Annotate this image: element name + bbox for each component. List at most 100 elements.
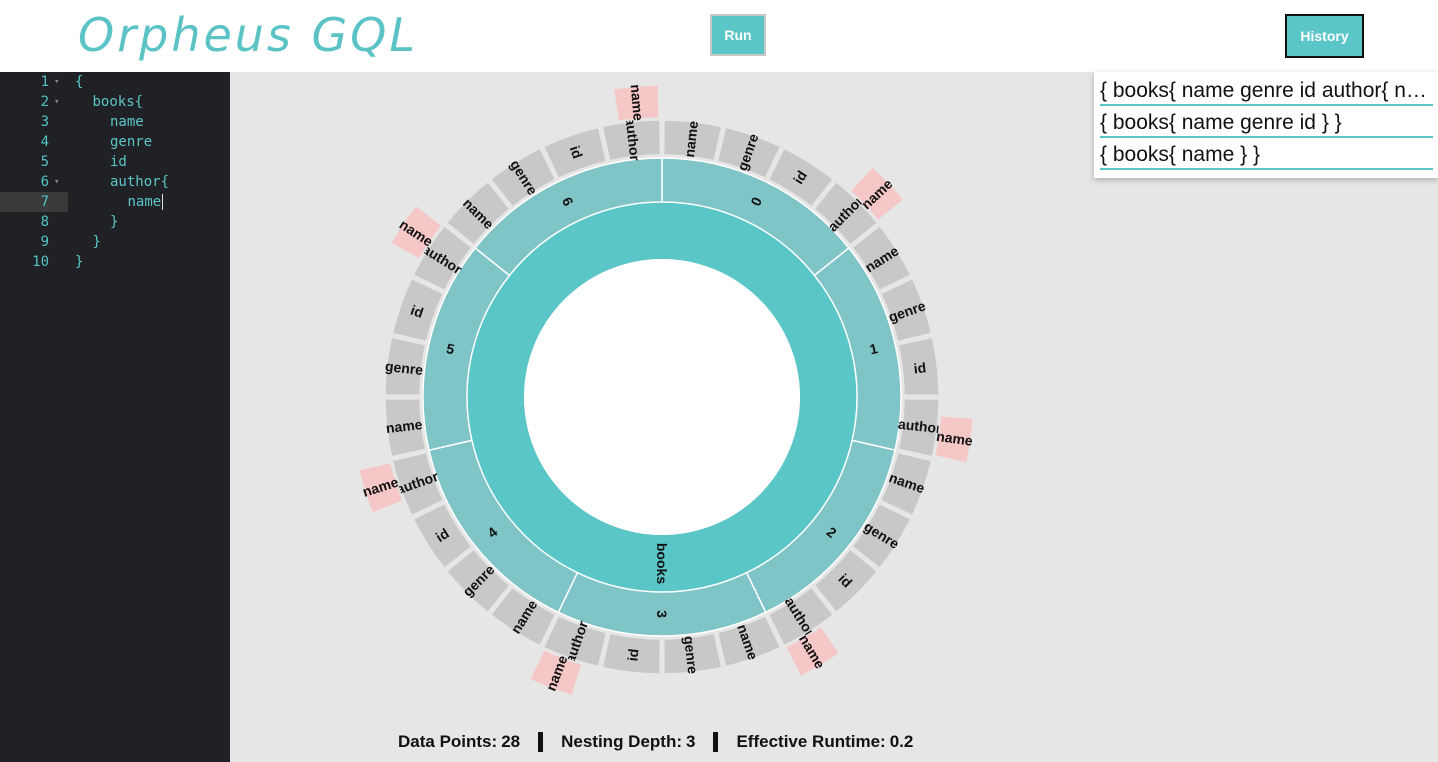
sunburst-field-arc[interactable] xyxy=(767,147,835,208)
sunburst-field-label: id xyxy=(567,144,586,161)
sunburst-field-arc[interactable] xyxy=(412,502,473,570)
editor-line[interactable]: 9} xyxy=(0,232,230,252)
editor-line[interactable]: 2 ▾ books{ xyxy=(0,92,230,112)
data-points-label: Data Points: xyxy=(398,732,498,751)
sunburst-field-arc[interactable] xyxy=(384,397,427,458)
sunburst-root-label: books xyxy=(654,543,670,584)
fold-arrow-icon[interactable]: ▾ xyxy=(54,97,60,107)
sunburst-field-arc[interactable] xyxy=(489,586,557,647)
sunburst-field-label: id xyxy=(913,359,927,376)
code-text: name xyxy=(110,114,144,130)
sunburst-item-arc[interactable] xyxy=(474,157,663,277)
sunburst-item-label: 1 xyxy=(868,340,879,357)
sunburst-item-label: 3 xyxy=(654,610,670,618)
nesting-depth-label: Nesting Depth: xyxy=(561,732,682,751)
code-text: author{ xyxy=(110,174,170,190)
sunburst-field-arc[interactable] xyxy=(897,336,940,397)
editor-line[interactable]: 1 ▾ { xyxy=(0,72,230,92)
stats-divider xyxy=(538,732,544,752)
code-text: name xyxy=(127,194,162,210)
sunburst-field-label: author xyxy=(623,117,644,163)
app-header: Orpheus GQL Run History xyxy=(0,0,1438,72)
query-editor[interactable]: 1 ▾ {2 ▾ books{3 name 4 genre 5 id 6 ▾ author{7 name 8… xyxy=(0,72,230,762)
sunburst-field-arc[interactable] xyxy=(662,119,723,162)
sunburst-nested-label: name xyxy=(628,84,647,122)
nesting-depth-value: 3 xyxy=(686,732,696,751)
sunburst-nested-arc[interactable] xyxy=(612,84,660,123)
sunburst-nested-arc[interactable] xyxy=(849,165,905,222)
runtime-label: Effective Runtime: xyxy=(736,732,886,751)
line-number: 2 xyxy=(40,94,49,110)
sunburst-field-arc[interactable] xyxy=(489,147,557,208)
line-number: 3 xyxy=(40,114,49,130)
editor-line[interactable]: 5 id xyxy=(0,152,230,172)
sunburst-nested-arc[interactable] xyxy=(784,625,841,678)
sunburst-nested-arc[interactable] xyxy=(528,648,583,697)
sunburst-field-arc[interactable] xyxy=(391,451,445,517)
sunburst-nested-arc[interactable] xyxy=(933,414,975,464)
sunburst-nested-label: name xyxy=(935,428,974,449)
data-points-value: 28 xyxy=(501,732,521,751)
history-item[interactable]: { books{ name genre id author{ name } } … xyxy=(1100,78,1433,106)
visualization-panel: books 0 name genre id author name 1 name genre id a… xyxy=(230,72,1438,762)
sunburst-field-arc[interactable] xyxy=(851,224,912,292)
editor-line[interactable]: 10} xyxy=(0,252,230,272)
stats-divider xyxy=(713,732,719,752)
fold-arrow-icon[interactable]: ▾ xyxy=(54,77,60,87)
run-button[interactable]: Run xyxy=(710,14,766,56)
sunburst-field-arc[interactable] xyxy=(662,632,723,675)
sunburst-field-label: genre xyxy=(384,358,424,378)
text-cursor xyxy=(162,194,164,210)
sunburst-field-arc[interactable] xyxy=(851,502,912,570)
code-text: { xyxy=(75,74,84,90)
sunburst-item-label: 5 xyxy=(445,340,456,357)
sunburst-field-arc[interactable] xyxy=(445,548,511,614)
history-item[interactable]: { books{ name } } xyxy=(1100,142,1433,170)
sunburst-field-arc[interactable] xyxy=(542,126,608,180)
code-text: genre xyxy=(110,134,153,150)
editor-line[interactable]: 3 name xyxy=(0,112,230,132)
editor-line[interactable]: 6 ▾ author{ xyxy=(0,172,230,192)
history-button[interactable]: History xyxy=(1285,14,1364,58)
sunburst-field-arc[interactable] xyxy=(879,277,933,343)
sunburst-field-arc[interactable] xyxy=(897,397,940,458)
line-number: 8 xyxy=(40,214,49,230)
sunburst-center xyxy=(524,259,800,535)
line-number: 9 xyxy=(40,234,49,250)
line-number: 7 xyxy=(40,194,49,210)
editor-line[interactable]: 4 genre xyxy=(0,132,230,152)
code-text: id xyxy=(110,154,127,170)
sunburst-nested-arc[interactable] xyxy=(389,204,443,261)
sunburst-field-label: id xyxy=(624,648,641,662)
sunburst-field-arc[interactable] xyxy=(412,224,473,292)
sunburst-field-arc[interactable] xyxy=(601,119,662,162)
code-text: } xyxy=(75,254,84,270)
sunburst-field-arc[interactable] xyxy=(542,614,608,668)
fold-arrow-icon[interactable]: ▾ xyxy=(54,177,60,187)
sunburst-field-arc[interactable] xyxy=(601,632,662,675)
active-line-highlight xyxy=(0,192,68,212)
sunburst-field-arc[interactable] xyxy=(384,336,427,397)
line-number: 1 xyxy=(40,74,49,90)
line-number: 5 xyxy=(40,154,49,170)
sunburst-field-arc[interactable] xyxy=(813,548,879,614)
sunburst-field-arc[interactable] xyxy=(391,277,445,343)
sunburst-nested-arc[interactable] xyxy=(357,461,405,515)
editor-line[interactable]: 7 name xyxy=(0,192,230,212)
line-number: 10 xyxy=(32,254,49,270)
sunburst-field-arc[interactable] xyxy=(716,614,782,668)
sunburst-field-arc[interactable] xyxy=(767,586,835,647)
editor-line[interactable]: 8} xyxy=(0,212,230,232)
sunburst-field-arc[interactable] xyxy=(879,451,933,517)
sunburst-field-label: name xyxy=(681,120,701,158)
sunburst-field-label: genre xyxy=(681,635,701,675)
sunburst-root-arc[interactable] xyxy=(467,202,857,592)
code-text: books{ xyxy=(92,94,144,110)
sunburst-field-arc[interactable] xyxy=(813,180,879,246)
sunburst-field-arc[interactable] xyxy=(716,126,782,180)
app-logo: Orpheus GQL xyxy=(78,8,418,62)
history-item[interactable]: { books{ name genre id } } xyxy=(1100,110,1433,138)
code-text: } xyxy=(110,214,119,230)
sunburst-field-arc[interactable] xyxy=(445,180,511,246)
runtime-value: 0.2 xyxy=(889,732,914,751)
